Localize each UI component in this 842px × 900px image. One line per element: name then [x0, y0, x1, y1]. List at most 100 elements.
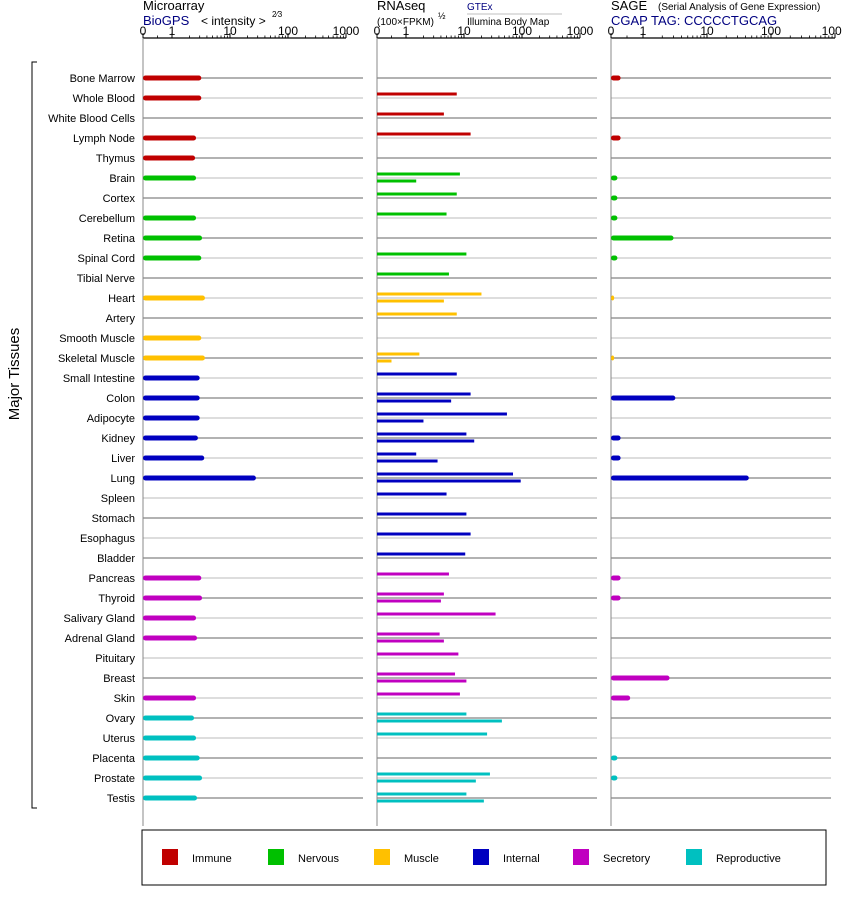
- tissue-label: Retina: [103, 233, 136, 245]
- bar: [611, 255, 618, 261]
- rnaseq-header: RNAseq (100×FPKM) ½ GTEx Illumina Body M…: [377, 0, 562, 28]
- bar: [143, 235, 203, 241]
- bar: [377, 772, 490, 776]
- bar: [611, 695, 631, 701]
- bar: [377, 592, 444, 596]
- tissue-label: Adrenal Gland: [65, 633, 135, 645]
- bar: [377, 639, 444, 643]
- tissue-label: Colon: [106, 393, 135, 405]
- bar: [377, 359, 392, 363]
- tissues-bracket: [31, 61, 37, 809]
- tick-label: 10: [223, 24, 237, 38]
- tissue-label: Whole Blood: [73, 93, 135, 105]
- tick-label: 0: [374, 24, 381, 38]
- bar: [377, 172, 460, 176]
- sage-tag-line: CGAP TAG: CCCCCTGCAG: [611, 13, 777, 28]
- bar: [377, 419, 424, 423]
- tissue-label: Pituitary: [95, 653, 135, 665]
- tissue-label: Placenta: [92, 753, 136, 765]
- tissue-label: Stomach: [92, 513, 135, 525]
- bar: [143, 175, 197, 181]
- bar: [143, 715, 195, 721]
- bar: [143, 335, 202, 341]
- bar: [143, 95, 202, 101]
- microarray-unit-exponent: 2⁄3: [272, 10, 283, 19]
- tissue-label: Cerebellum: [79, 213, 135, 225]
- tick-label: 1: [169, 24, 176, 38]
- tissue-label: Small Intestine: [63, 373, 135, 385]
- bar: [377, 732, 488, 736]
- legend-label-reproductive: Reproductive: [716, 853, 781, 865]
- bar: [143, 595, 203, 601]
- tissue-label: Lymph Node: [73, 133, 135, 145]
- bar: [143, 375, 200, 381]
- bar: [611, 295, 615, 301]
- tick-label: 0: [608, 24, 615, 38]
- microarray-title: Microarray: [143, 0, 205, 13]
- bar: [611, 235, 674, 241]
- bar: [377, 192, 457, 196]
- bar: [143, 435, 198, 441]
- y-axis-title: Major Tissues: [6, 328, 23, 421]
- tissue-label: Skin: [114, 693, 135, 705]
- bar: [611, 135, 621, 141]
- tissue-label: Smooth Muscle: [59, 333, 135, 345]
- illumina-source-label: Illumina Body Map: [467, 17, 550, 28]
- legend-swatch-nervous: [268, 849, 284, 865]
- bar: [377, 452, 417, 456]
- tick-label: 1000: [822, 24, 842, 38]
- tissue-label: Uterus: [103, 733, 136, 745]
- bar: [377, 679, 467, 683]
- bar: [377, 132, 471, 136]
- bar: [377, 779, 476, 783]
- tick-label: 1000: [333, 24, 360, 38]
- tissue-label: Adipocyte: [87, 413, 135, 425]
- tick-label: 1000: [567, 24, 594, 38]
- bar: [377, 292, 482, 296]
- bar: [377, 492, 447, 496]
- bar: [377, 212, 447, 216]
- tick-label: 1: [403, 24, 410, 38]
- bar: [377, 712, 467, 716]
- rnaseq-unit-label: (100×FPKM): [377, 17, 434, 28]
- legend-swatch-immune: [162, 849, 178, 865]
- bar: [377, 672, 456, 676]
- tissue-label: Spinal Cord: [78, 253, 135, 265]
- bar: [377, 459, 438, 463]
- bar: [611, 435, 621, 441]
- bar: [143, 755, 200, 761]
- bar: [377, 572, 449, 576]
- tissue-label: Ovary: [106, 713, 136, 725]
- bar: [377, 439, 475, 443]
- bar: [143, 155, 196, 161]
- sage-title: SAGE: [611, 0, 647, 13]
- tissue-label: Cortex: [103, 193, 136, 205]
- tissue-label: Testis: [107, 793, 136, 805]
- tissue-label: Brain: [109, 173, 135, 185]
- bar: [611, 595, 621, 601]
- bar: [143, 615, 197, 621]
- legend-swatch-reproductive: [686, 849, 702, 865]
- rnaseq-title: RNAseq: [377, 0, 425, 13]
- bar: [377, 252, 467, 256]
- legend-swatch-internal: [473, 849, 489, 865]
- tissue-label: Pancreas: [89, 573, 136, 585]
- bar: [611, 675, 670, 681]
- tissue-label: Skeletal Muscle: [58, 353, 135, 365]
- tick-label: 10: [700, 24, 714, 38]
- bar: [377, 372, 457, 376]
- tissue-label: Prostate: [94, 773, 135, 785]
- tissue-label: Artery: [106, 313, 136, 325]
- tissue-rows: Bone Marrow Whole Blood White Blood Cells L…: [48, 73, 831, 805]
- bar: [377, 432, 467, 436]
- bar: [143, 415, 200, 421]
- bar: [143, 355, 205, 361]
- legend-label-internal: Internal: [503, 853, 540, 865]
- bar: [143, 295, 205, 301]
- tissue-label: Heart: [108, 293, 135, 305]
- bar: [377, 799, 484, 803]
- bar: [611, 195, 618, 201]
- bar: [377, 472, 514, 476]
- bar: [143, 395, 200, 401]
- bar: [377, 352, 420, 356]
